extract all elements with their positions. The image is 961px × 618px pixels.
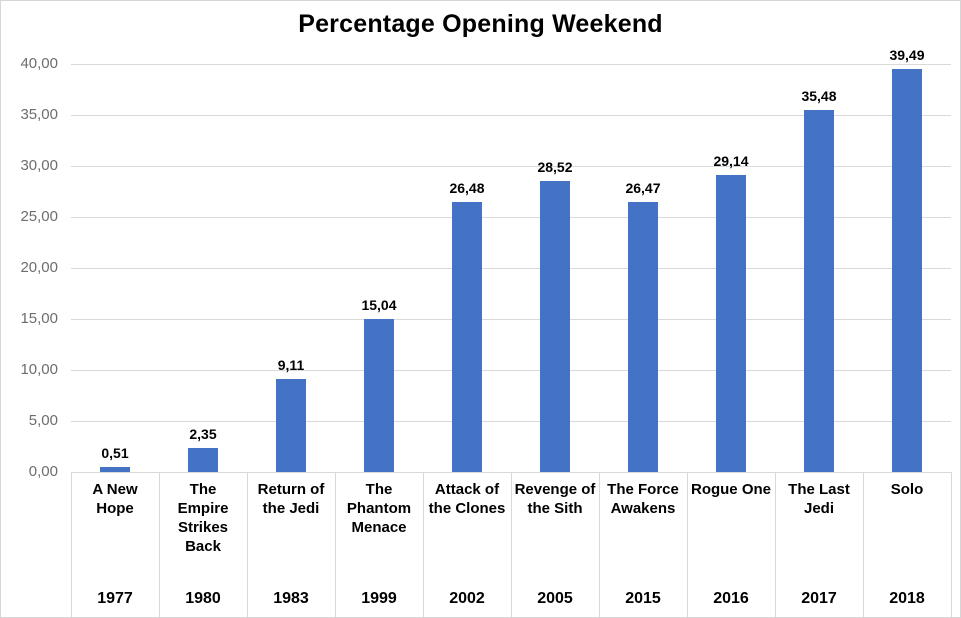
- category-separator-line: [775, 472, 776, 617]
- y-axis-label: 35,00: [20, 106, 58, 123]
- gridline: [71, 115, 951, 116]
- bar: [188, 448, 218, 472]
- data-label: 9,11: [277, 357, 305, 373]
- category-label: A New Hope: [92, 481, 138, 517]
- bar: [540, 181, 570, 472]
- y-axis-label: 10,00: [20, 361, 58, 378]
- year-label: 1999: [361, 590, 397, 607]
- year-label: 2017: [801, 590, 837, 607]
- y-axis-label: 15,00: [20, 310, 58, 327]
- category-label: The Force Awakens: [607, 481, 679, 517]
- bar: [452, 202, 482, 472]
- gridline: [71, 421, 951, 422]
- y-axis-label: 0,00: [28, 463, 58, 480]
- year-label: 2005: [537, 590, 573, 607]
- chart-title: Percentage Opening Weekend: [298, 10, 663, 38]
- category-separator-line: [71, 472, 72, 617]
- data-label: 39,49: [889, 47, 925, 63]
- gridline: [71, 268, 951, 269]
- category-label: The Last Jedi: [788, 481, 850, 517]
- bar: [628, 202, 658, 472]
- bar: [716, 175, 746, 472]
- year-label: 2015: [625, 590, 661, 607]
- bar: [892, 69, 922, 472]
- gridline: [71, 64, 951, 65]
- category-label: The Empire Strikes Back: [177, 481, 229, 555]
- category-separator-line: [247, 472, 248, 617]
- data-label: 26,47: [625, 180, 661, 196]
- year-label: 2016: [713, 590, 749, 607]
- category-separator-line: [863, 472, 864, 617]
- data-label: 2,35: [189, 426, 217, 442]
- category-label: Attack of the Clones: [428, 481, 506, 517]
- gridline: [71, 217, 951, 218]
- year-label: 2018: [889, 590, 925, 607]
- category-separator-line: [423, 472, 424, 617]
- y-axis-label: 40,00: [20, 55, 58, 72]
- data-label: 29,14: [713, 153, 749, 169]
- y-axis-label: 25,00: [20, 208, 58, 225]
- category-label: Rogue One: [690, 481, 771, 498]
- year-label: 1980: [185, 590, 221, 607]
- bar: [364, 319, 394, 472]
- category-separator-line: [599, 472, 600, 617]
- category-label: Revenge of the Sith: [514, 481, 596, 517]
- year-label: 2002: [449, 590, 485, 607]
- data-label: 15,04: [361, 297, 397, 313]
- bar: [804, 110, 834, 472]
- category-label: Return of the Jedi: [257, 481, 325, 517]
- category-separator-line: [687, 472, 688, 617]
- y-axis-label: 5,00: [28, 412, 58, 429]
- data-label: 35,48: [801, 88, 837, 104]
- data-label: 0,51: [101, 445, 129, 461]
- category-label: The Phantom Menace: [346, 481, 412, 536]
- category-separator-line: [511, 472, 512, 617]
- data-label: 26,48: [449, 180, 485, 196]
- gridline: [71, 370, 951, 371]
- gridline: [71, 319, 951, 320]
- category-separator-line: [951, 472, 952, 617]
- data-label: 28,52: [537, 159, 573, 175]
- year-label: 1983: [273, 590, 309, 607]
- bar: [276, 379, 306, 472]
- category-separator-line: [159, 472, 160, 617]
- gridline: [71, 166, 951, 167]
- y-axis-label: 30,00: [20, 157, 58, 174]
- year-label: 1977: [97, 590, 133, 607]
- category-separator-line: [335, 472, 336, 617]
- category-label: Solo: [890, 481, 924, 498]
- y-axis-label: 20,00: [20, 259, 58, 276]
- bar: [100, 467, 130, 472]
